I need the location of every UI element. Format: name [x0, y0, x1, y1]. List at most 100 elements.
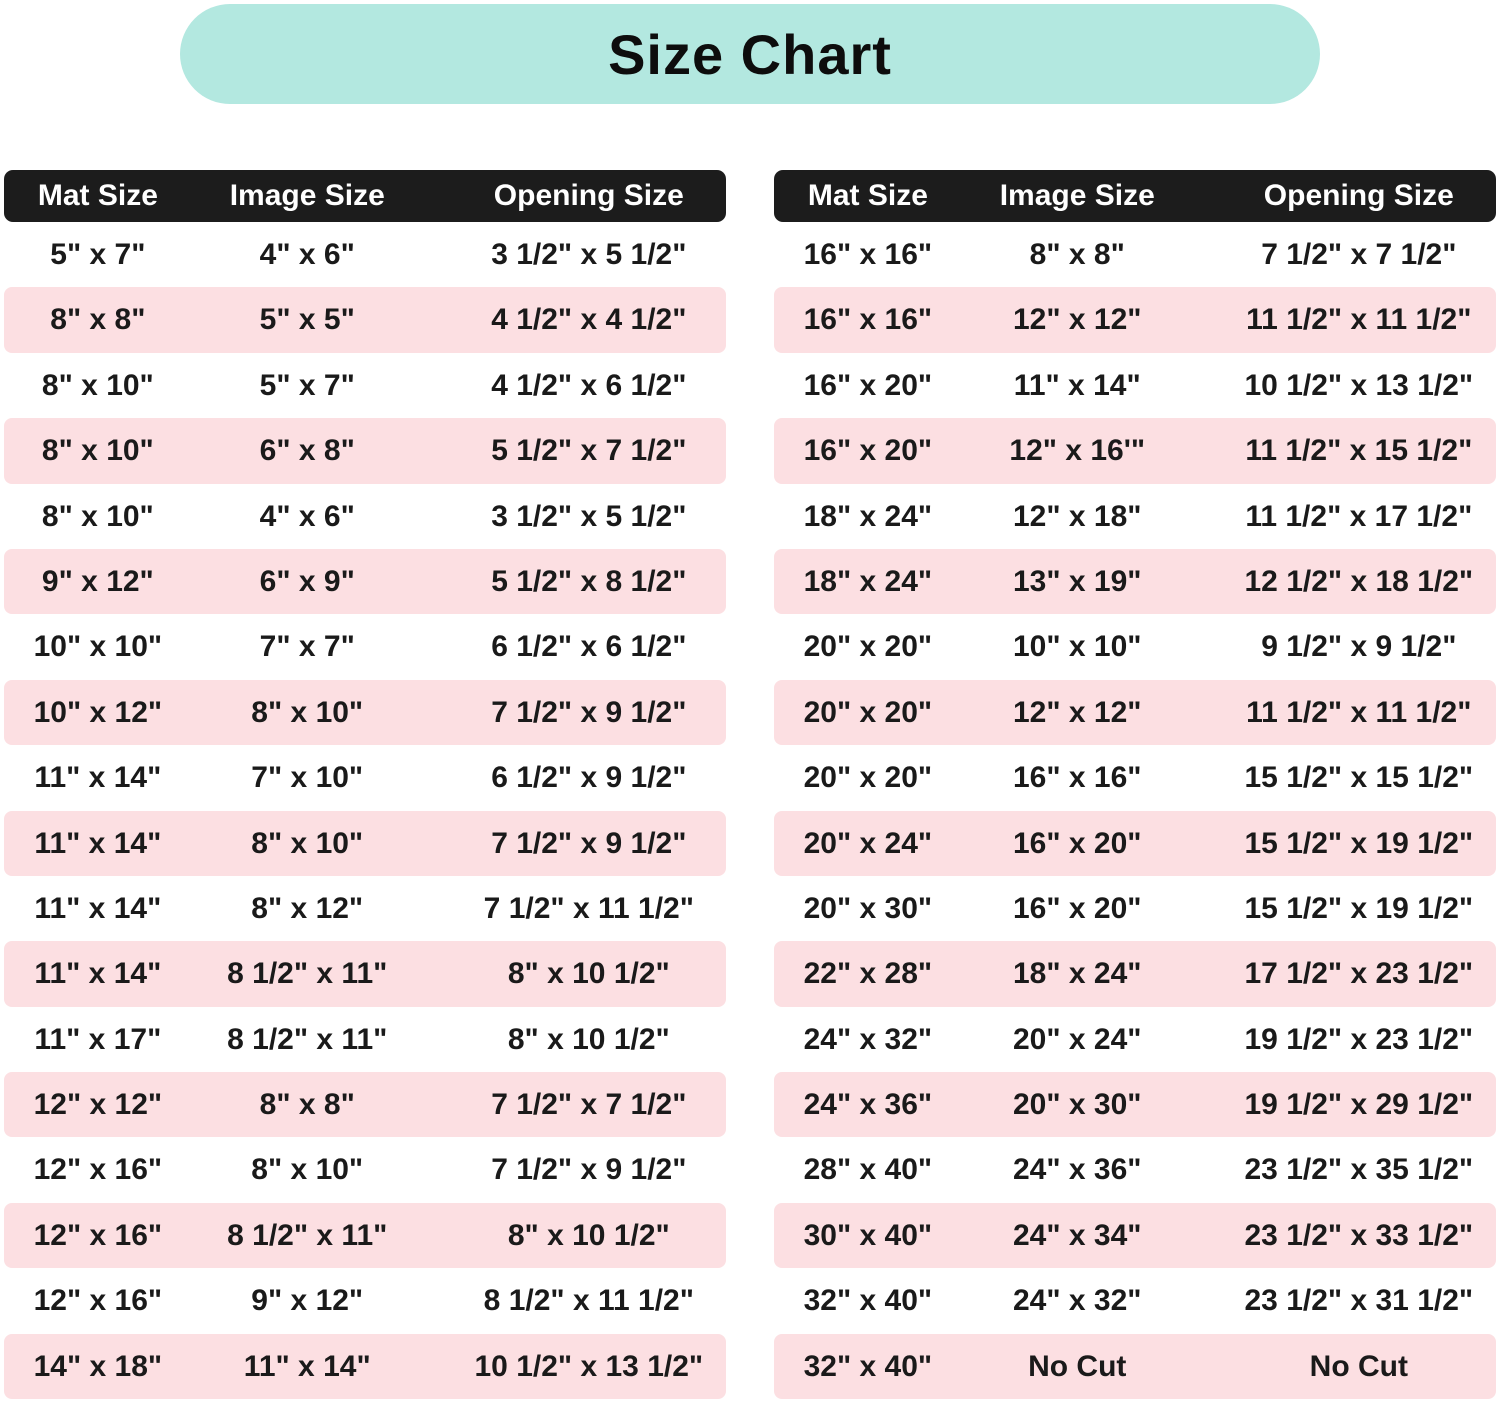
page-title: Size Chart [608, 22, 892, 86]
size-cell: 5" x 7" [259, 368, 355, 402]
table-row: 10" x 10" 7" x 7" 6 1/2" x 6 1/2" [4, 614, 726, 680]
size-cell: 8" x 10" [41, 499, 154, 533]
size-cell: 24" x 32" [1012, 1284, 1142, 1318]
table-row: 24" x 32" 20" x 24" 19 1/2" x 23 1/2" [774, 1006, 1496, 1073]
table-body: 5" x 7" 4" x 6" 3 1/2" x 5 1/2" 8" x 8" 5" x… [4, 222, 726, 1400]
table-row: 12" x 16" 8" x 10" 7 1/2" x 9 1/2" [4, 1137, 726, 1203]
size-cell: 17 1/2" x 23 1/2" [1244, 957, 1474, 991]
size-cell: 15 1/2" x 19 1/2" [1244, 826, 1474, 860]
size-cell: 8" x 10 1/2" [507, 1022, 670, 1056]
table-row: 20" x 20" 10" x 10" 9 1/2" x 9 1/2" [774, 614, 1496, 680]
size-cell: 3 1/2" x 5 1/2" [491, 499, 687, 533]
col-header-mat-size: Mat Size [37, 179, 158, 212]
size-cell: 8 1/2" x 11 1/2" [483, 1284, 694, 1318]
size-cell: 11 1/2" x 11 1/2" [1246, 695, 1472, 729]
table-row: 16" x 16" 8" x 8" 7 1/2" x 7 1/2" [774, 222, 1496, 288]
size-table-left: Mat Size Image Size Opening Size 5" x 7"… [4, 170, 726, 1400]
size-cell: 16" x 16" [803, 303, 933, 337]
size-cell: 7 1/2" x 9 1/2" [491, 1153, 687, 1187]
table-row: 12" x 16" 8 1/2" x 11" 8" x 10 1/2" [4, 1202, 726, 1269]
size-cell: 9" x 12" [251, 1284, 364, 1318]
table-row: 11" x 14" 8" x 12" 7 1/2" x 11 1/2" [4, 875, 726, 942]
size-cell: 24" x 34" [1012, 1218, 1142, 1252]
size-cell: 7 1/2" x 7 1/2" [1261, 238, 1457, 271]
size-cell: 8" x 8" [259, 1088, 355, 1122]
size-cell: 4" x 6" [259, 238, 355, 271]
size-cell: 16" x 20" [1012, 826, 1142, 860]
size-table-right: Mat Size Image Size Opening Size 16" x 1… [774, 170, 1496, 1400]
table-row: 11" x 14" 7" x 10" 6 1/2" x 9 1/2" [4, 745, 726, 811]
size-cell: 7" x 10" [251, 761, 364, 795]
size-cell: 11" x 14" [243, 1349, 371, 1383]
size-cell: No Cut [1309, 1349, 1408, 1383]
size-cell: 20" x 24" [803, 826, 933, 860]
size-cell: 11" x 14" [34, 826, 162, 860]
size-cell: 9" x 12" [41, 564, 154, 598]
table-header: Mat Size Image Size Opening Size [4, 170, 726, 222]
size-cell: 23 1/2" x 35 1/2" [1244, 1153, 1474, 1187]
size-cell: 7 1/2" x 11 1/2" [483, 891, 694, 925]
size-cell: 5 1/2" x 7 1/2" [491, 434, 687, 468]
size-cell: 12" x 12" [33, 1088, 163, 1122]
size-cell: 8" x 10" [251, 826, 364, 860]
table-row: 28" x 40" 24" x 36" 23 1/2" x 35 1/2" [774, 1137, 1496, 1203]
table-row: 8" x 10" 5" x 7" 4 1/2" x 6 1/2" [4, 352, 726, 419]
size-cell: 6" x 8" [259, 434, 355, 468]
size-cell: 16" x 20" [1012, 891, 1142, 925]
table-row: 20" x 20" 16" x 16" 15 1/2" x 15 1/2" [774, 745, 1496, 811]
table-row: 20" x 30" 16" x 20" 15 1/2" x 19 1/2" [774, 875, 1496, 942]
size-cell: 8" x 10 1/2" [507, 1218, 670, 1252]
size-cell: 4 1/2" x 4 1/2" [491, 303, 687, 337]
col-header-image-size: Image Size [999, 179, 1155, 212]
size-cell: 32" x 40" [803, 1349, 933, 1383]
table-row: 32" x 40" No Cut No Cut [774, 1333, 1496, 1400]
size-cell: 7 1/2" x 9 1/2" [491, 826, 687, 860]
size-cell: 4 1/2" x 6 1/2" [491, 368, 687, 402]
table-row: 32" x 40" 24" x 32" 23 1/2" x 31 1/2" [774, 1268, 1496, 1334]
size-cell: 15 1/2" x 15 1/2" [1244, 761, 1474, 795]
size-cell: 6 1/2" x 9 1/2" [491, 761, 687, 795]
size-cell: 10 1/2" x 13 1/2" [474, 1349, 704, 1383]
size-cell: 12" x 12" [1012, 695, 1142, 729]
size-cell: 11 1/2" x 17 1/2" [1245, 499, 1473, 533]
size-cell: 9 1/2" x 9 1/2" [1261, 630, 1457, 664]
size-cell: 8" x 10" [41, 434, 154, 468]
size-cell: 7" x 7" [259, 630, 355, 664]
size-cell: 20" x 30" [1012, 1088, 1142, 1122]
size-cell: 12" x 12" [1012, 303, 1142, 337]
size-cell: 8" x 8" [1029, 238, 1125, 271]
size-cell: 22" x 28" [803, 957, 933, 991]
table-row: 18" x 24" 12" x 18" 11 1/2" x 17 1/2" [774, 483, 1496, 549]
size-cell: 11 1/2" x 15 1/2" [1245, 434, 1473, 468]
size-cell: 20" x 20" [803, 761, 933, 795]
size-cell: 12" x 16'" [1009, 434, 1146, 468]
size-cell: 28" x 40" [803, 1153, 933, 1187]
col-header-image-size: Image Size [229, 179, 385, 212]
table-row: 18" x 24" 13" x 19" 12 1/2" x 18 1/2" [774, 548, 1496, 615]
size-cell: 11" x 17" [34, 1022, 162, 1056]
size-cell: 12 1/2" x 18 1/2" [1244, 564, 1474, 598]
size-cell: 24" x 36" [1012, 1153, 1142, 1187]
size-cell: 8 1/2" x 11" [227, 957, 388, 991]
size-cell: 8" x 10" [251, 695, 364, 729]
size-cell: 24" x 32" [803, 1022, 933, 1056]
size-cell: 18" x 24" [803, 499, 933, 533]
size-cell: 6" x 9" [259, 564, 355, 598]
size-cell: 11" x 14" [34, 957, 162, 991]
size-cell: 16" x 16" [1012, 761, 1142, 795]
size-cell: 32" x 40" [803, 1284, 933, 1318]
size-tables: Mat Size Image Size Opening Size 5" x 7"… [4, 170, 1496, 1400]
table-row: 5" x 7" 4" x 6" 3 1/2" x 5 1/2" [4, 222, 726, 288]
size-cell: 8" x 12" [251, 891, 364, 925]
size-cell: 8" x 10 1/2" [507, 957, 670, 991]
table-row: 30" x 40" 24" x 34" 23 1/2" x 33 1/2" [774, 1202, 1496, 1269]
table-row: 8" x 10" 4" x 6" 3 1/2" x 5 1/2" [4, 483, 726, 549]
table-row: 14" x 18" 11" x 14" 10 1/2" x 13 1/2" [4, 1333, 726, 1400]
size-cell: 12" x 16" [33, 1284, 163, 1318]
table-row: 20" x 24" 16" x 20" 15 1/2" x 19 1/2" [774, 810, 1496, 876]
size-cell: 3 1/2" x 5 1/2" [491, 238, 687, 271]
size-cell: 8 1/2" x 11" [227, 1022, 388, 1056]
size-cell: 15 1/2" x 19 1/2" [1244, 891, 1474, 925]
size-cell: 5" x 7" [50, 238, 146, 271]
table-row: 20" x 20" 12" x 12" 11 1/2" x 11 1/2" [774, 679, 1496, 746]
